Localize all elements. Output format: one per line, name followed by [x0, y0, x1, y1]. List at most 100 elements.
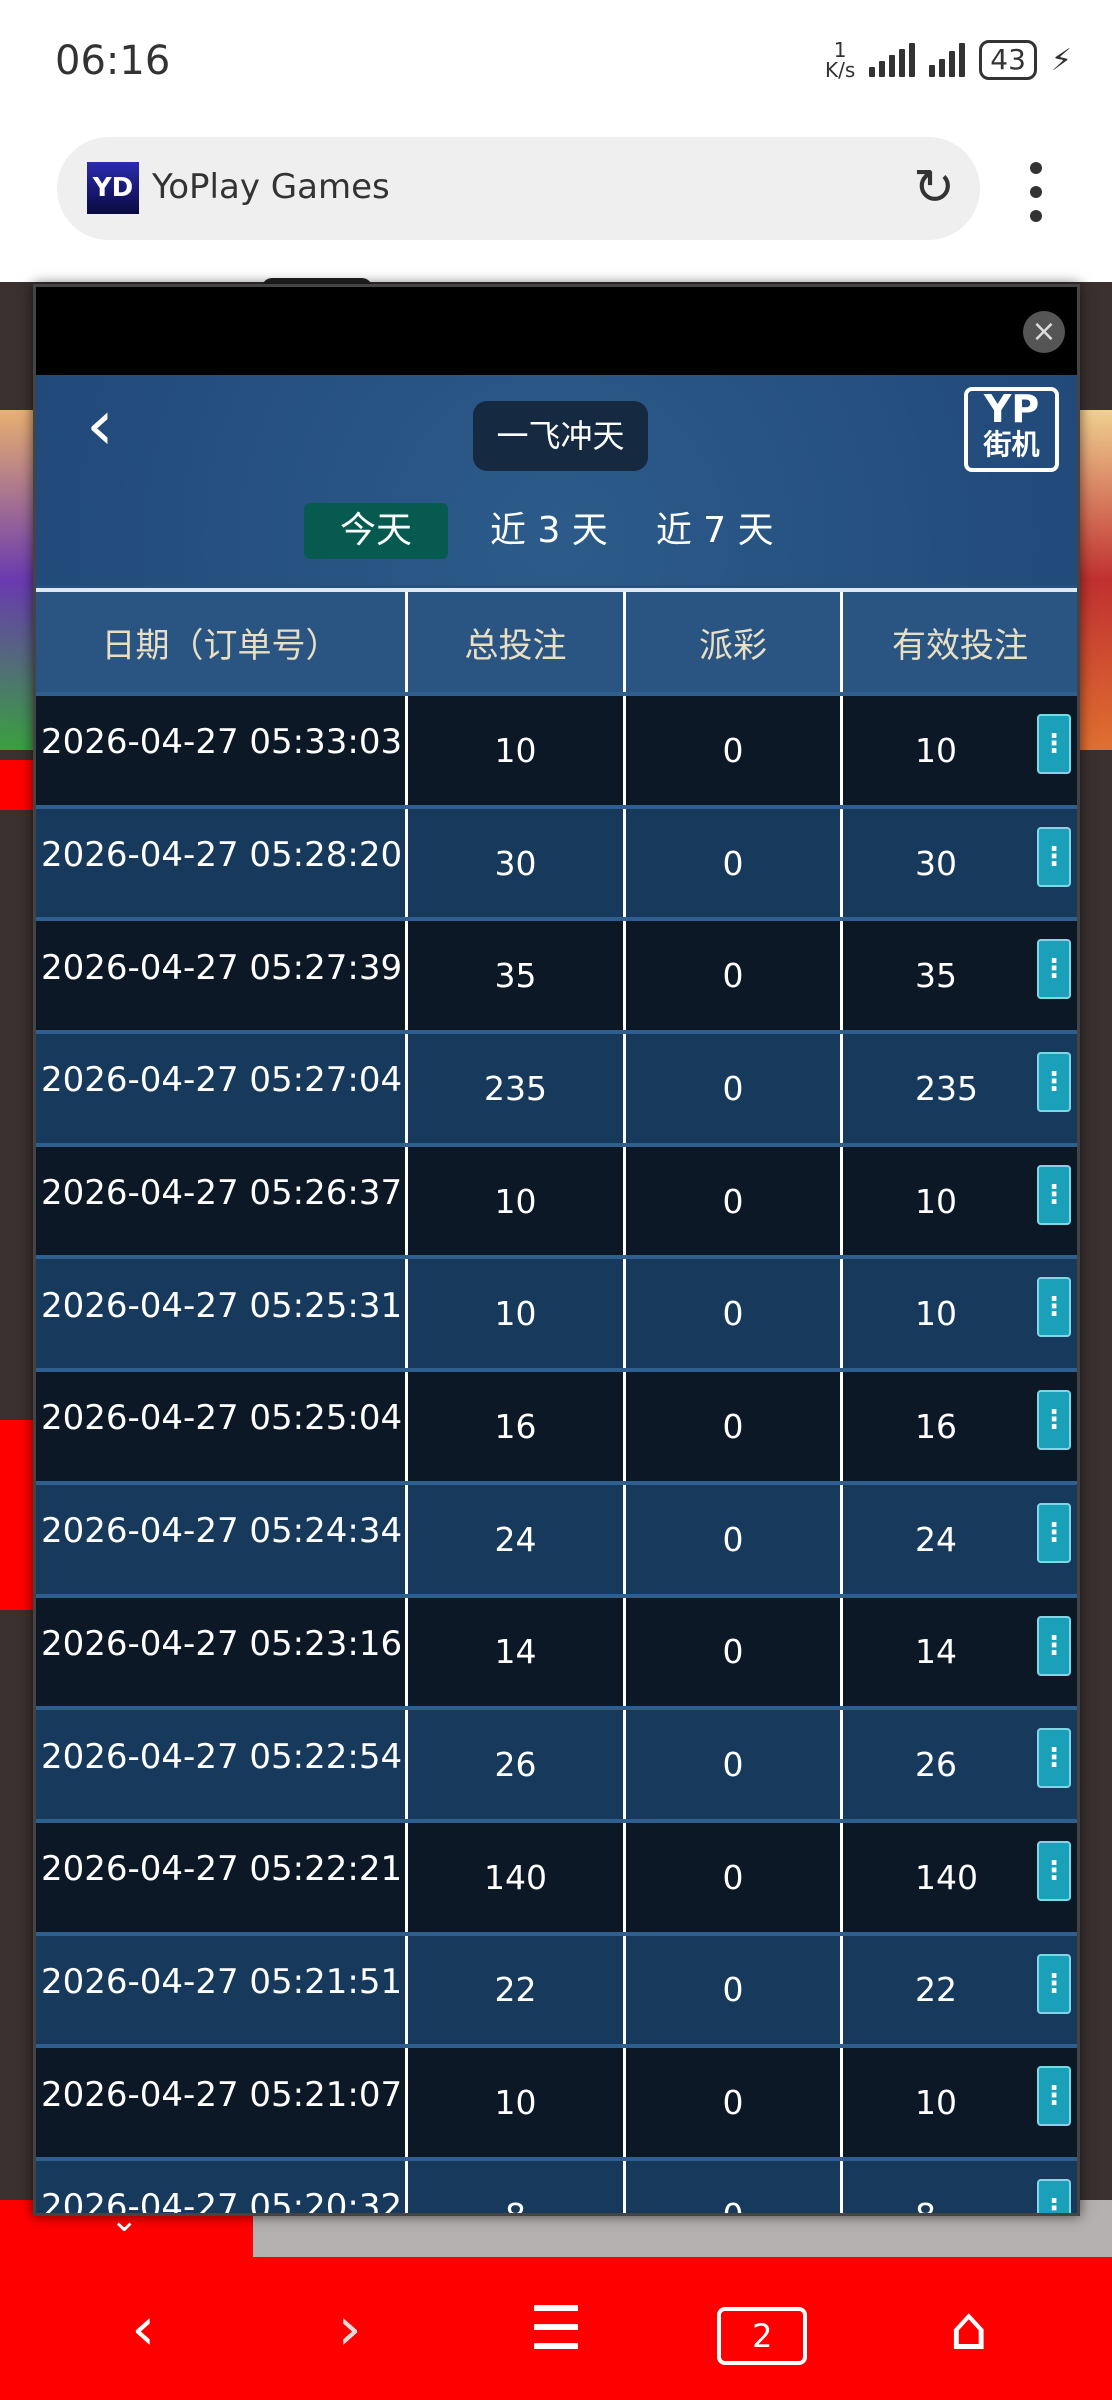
valid-bet: 16	[915, 1406, 957, 1446]
valid-bet: 10	[915, 2083, 957, 2123]
total-bet: 10	[408, 696, 626, 805]
payout: 0	[626, 1935, 843, 2045]
total-bet: 22	[408, 1935, 626, 2045]
col-valid-bet: 有效投注	[892, 625, 1028, 666]
row-more-icon[interactable]: ⋮	[1037, 1728, 1071, 1789]
order-date: 2026-04-27 05:22:54	[36, 1710, 408, 1819]
more-menu-icon[interactable]	[1030, 162, 1044, 222]
clock: 06:16	[55, 38, 171, 84]
row-more-icon[interactable]: ⋮	[1037, 1277, 1071, 1338]
date-range-tabs: 今天 近 3 天 近 7 天	[304, 503, 780, 559]
home-icon[interactable]: ⌂	[949, 2293, 988, 2364]
payout: 0	[626, 696, 843, 805]
payout: 0	[626, 1710, 843, 1819]
menu-icon[interactable]: ☰	[529, 2293, 583, 2364]
game-title: 一飞冲天	[473, 401, 648, 471]
tab-3-days[interactable]: 近 3 天	[490, 510, 608, 551]
signal-icon	[869, 43, 916, 77]
row-more-icon[interactable]: ⋮	[1037, 826, 1071, 887]
table-row: 2026-04-27 05:25:31 10 0 10 ⋮	[36, 1255, 1077, 1369]
table-row: 2026-04-27 05:22:21 140 0 140 ⋮	[36, 1818, 1077, 1932]
total-bet: 140	[408, 1822, 626, 1932]
row-more-icon[interactable]: ⋮	[1037, 2178, 1071, 2213]
row-more-icon[interactable]: ⋮	[1037, 939, 1071, 1000]
address-bar[interactable]: YD YoPlay Games ↻	[57, 137, 980, 240]
total-bet: 10	[408, 2048, 626, 2157]
table-row: 2026-04-27 05:21:07 10 0 10 ⋮	[36, 2044, 1077, 2157]
back-chevron-icon[interactable]: ‹	[86, 384, 114, 466]
payout: 0	[626, 1597, 843, 1707]
order-date: 2026-04-27 05:33:03	[36, 696, 408, 805]
status-bar: 06:16 1 K/s 43 ⚡	[0, 0, 1112, 130]
total-bet: 14	[408, 1597, 626, 1707]
row-more-icon[interactable]: ⋮	[1037, 1840, 1071, 1901]
bet-history-panel: ‹ 一飞冲天 YP 街机 今天 近 3 天 近 7 天 日期（订单号） 总投注 派…	[36, 375, 1077, 2216]
total-bet: 235	[408, 1034, 626, 1143]
total-bet: 10	[408, 1146, 626, 1256]
payout: 0	[626, 1484, 843, 1594]
table-row: 2026-04-27 05:28:20 30 0 30 ⋮	[36, 804, 1077, 918]
table-row: 2026-04-27 05:24:34 24 0 24 ⋮	[36, 1480, 1077, 1594]
valid-bet: 30	[915, 843, 957, 883]
forward-icon[interactable]: ›	[337, 2293, 362, 2364]
table-row: 2026-04-27 05:23:16 14 0 14 ⋮	[36, 1593, 1077, 1707]
tab-today[interactable]: 今天	[304, 503, 449, 559]
payout: 0	[626, 1259, 843, 1369]
row-more-icon[interactable]: ⋮	[1037, 1502, 1071, 1563]
total-bet: 35	[408, 921, 626, 1031]
valid-bet: 24	[915, 1519, 957, 1559]
site-title[interactable]: YoPlay Games	[152, 167, 390, 207]
payout: 0	[626, 921, 843, 1031]
valid-bet: 8	[915, 2195, 936, 2216]
valid-bet: 10	[915, 1294, 957, 1334]
row-more-icon[interactable]: ⋮	[1037, 1953, 1071, 2014]
order-date: 2026-04-27 05:25:31	[36, 1259, 408, 1369]
table-row: 2026-04-27 05:27:39 35 0 35 ⋮	[36, 917, 1077, 1031]
payout: 0	[626, 1372, 843, 1481]
row-more-icon[interactable]: ⋮	[1037, 1390, 1071, 1451]
game-popup: × ‹ 一飞冲天 YP 街机 今天 近 3 天 近 7 天 日期（订单号） 总投注…	[33, 284, 1080, 2216]
site-favicon: YD	[87, 162, 139, 214]
table-row: 2026-04-27 05:27:04 235 0 235 ⋮	[36, 1030, 1077, 1143]
col-payout: 派彩	[626, 592, 843, 692]
table-row: 2026-04-27 05:22:54 26 0 26 ⋮	[36, 1706, 1077, 1819]
table-row: 2026-04-27 05:26:37 10 0 10 ⋮	[36, 1142, 1077, 1256]
speed-value: 1	[833, 38, 847, 62]
row-more-icon[interactable]: ⋮	[1037, 1052, 1071, 1113]
table-row: 2026-04-27 05:21:51 22 0 22 ⋮	[36, 1931, 1077, 2045]
bet-table: 日期（订单号） 总投注 派彩 有效投注 2026-04-27 05:33:03 1…	[36, 588, 1077, 2216]
order-date: 2026-04-27 05:21:51	[36, 1935, 408, 2045]
order-date: 2026-04-27 05:21:07	[36, 2048, 408, 2157]
reload-icon[interactable]: ↻	[913, 158, 955, 216]
order-date: 2026-04-27 05:26:37	[36, 1146, 408, 1256]
table-row: 2026-04-27 05:25:04 16 0 16 ⋮	[36, 1368, 1077, 1481]
order-date: 2026-04-27 05:24:34	[36, 1484, 408, 1594]
valid-bet: 14	[915, 1632, 957, 1672]
col-total-bet: 总投注	[408, 592, 626, 692]
order-date: 2026-04-27 05:28:20	[36, 808, 408, 918]
valid-bet: 35	[915, 956, 957, 996]
row-more-icon[interactable]: ⋮	[1037, 1615, 1071, 1676]
order-date: 2026-04-27 05:23:16	[36, 1597, 408, 1707]
tab-7-days[interactable]: 近 7 天	[655, 510, 774, 551]
yp-logo: YP 街机	[964, 387, 1059, 472]
row-more-icon[interactable]: ⋮	[1037, 2066, 1071, 2127]
valid-bet: 10	[915, 1181, 957, 1221]
total-bet: 8	[408, 2160, 626, 2213]
charging-icon: ⚡	[1050, 42, 1072, 78]
total-bet: 24	[408, 1484, 626, 1594]
valid-bet: 235	[915, 1068, 978, 1108]
table-header: 日期（订单号） 总投注 派彩 有效投注	[36, 588, 1077, 692]
total-bet: 10	[408, 1259, 626, 1369]
row-more-icon[interactable]: ⋮	[1037, 1164, 1071, 1225]
payout: 0	[626, 1034, 843, 1143]
tabs-button[interactable]: 2	[717, 2292, 808, 2365]
network-speed: 1 K/s	[825, 40, 855, 80]
browser-nav-bar: ‹ › ☰ 2 ⌂	[0, 2257, 1112, 2400]
tabs-count: 2	[717, 2307, 808, 2365]
payout: 0	[626, 808, 843, 918]
row-more-icon[interactable]: ⋮	[1037, 714, 1071, 774]
back-icon[interactable]: ‹	[131, 2293, 156, 2364]
close-icon[interactable]: ×	[1023, 311, 1065, 353]
table-row: 2026-04-27 05:33:03 10 0 10 ⋮	[36, 692, 1077, 805]
